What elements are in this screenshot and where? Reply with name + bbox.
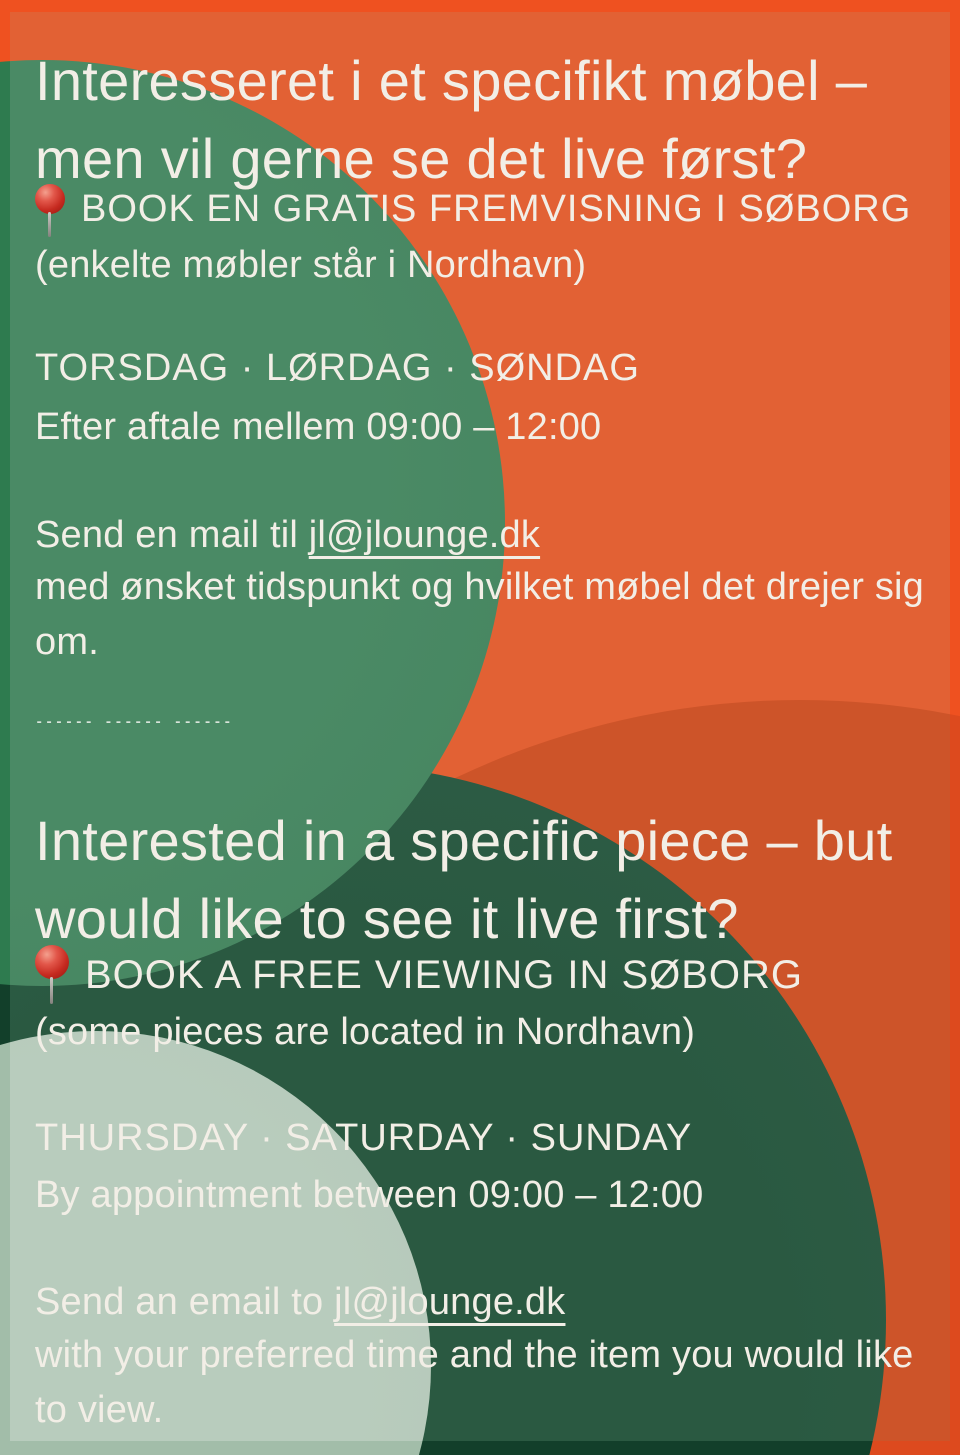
flyer-surface: Interesseret i et specifikt møbel – men …: [10, 12, 950, 1441]
danish-booking-row: BOOK EN GRATIS FREMVISNING I SØBORG: [35, 184, 911, 242]
english-email-link[interactable]: jl@jlounge.dk: [334, 1281, 566, 1323]
danish-email-prefix: Send en mail til: [35, 514, 309, 556]
english-booking-row: BOOK A FREE VIEWING IN SØBORG: [35, 945, 803, 1007]
english-email-prefix: Send an email to: [35, 1281, 335, 1323]
english-email-line: Send an email to jl@jlounge.dk: [35, 1275, 565, 1330]
pushpin-icon: [35, 945, 69, 1007]
english-email-note: with your preferred time and the item yo…: [35, 1334, 914, 1431]
english-days: THURSDAY · SATURDAY · SUNDAY: [35, 1117, 693, 1159]
danish-heading: Interesseret i et specifikt møbel – men …: [35, 49, 868, 190]
english-location-note: (some pieces are located in Nordhavn): [35, 1011, 696, 1053]
english-heading: Interested in a specific piece – but wou…: [35, 809, 893, 950]
danish-email-line: Send en mail til jl@jlounge.dk: [35, 508, 540, 563]
english-hours: By appointment between 09:00 – 12:00: [35, 1174, 704, 1216]
danish-location-note: (enkelte møbler står i Nordhavn): [35, 244, 587, 286]
danish-email-note: med ønsket tidspunkt og hvilket møbel de…: [35, 566, 925, 663]
danish-booking-line: BOOK EN GRATIS FREMVISNING I SØBORG: [81, 188, 912, 230]
danish-days: TORSDAG · LØRDAG · SØNDAG: [35, 347, 640, 389]
pushpin-icon: [35, 184, 65, 242]
danish-hours: Efter aftale mellem 09:00 – 12:00: [35, 406, 602, 448]
english-booking-line: BOOK A FREE VIEWING IN SØBORG: [85, 953, 804, 997]
danish-email-link[interactable]: jl@jlounge.dk: [308, 514, 541, 556]
section-divider-dashes: ------ ------ ------: [35, 715, 234, 731]
